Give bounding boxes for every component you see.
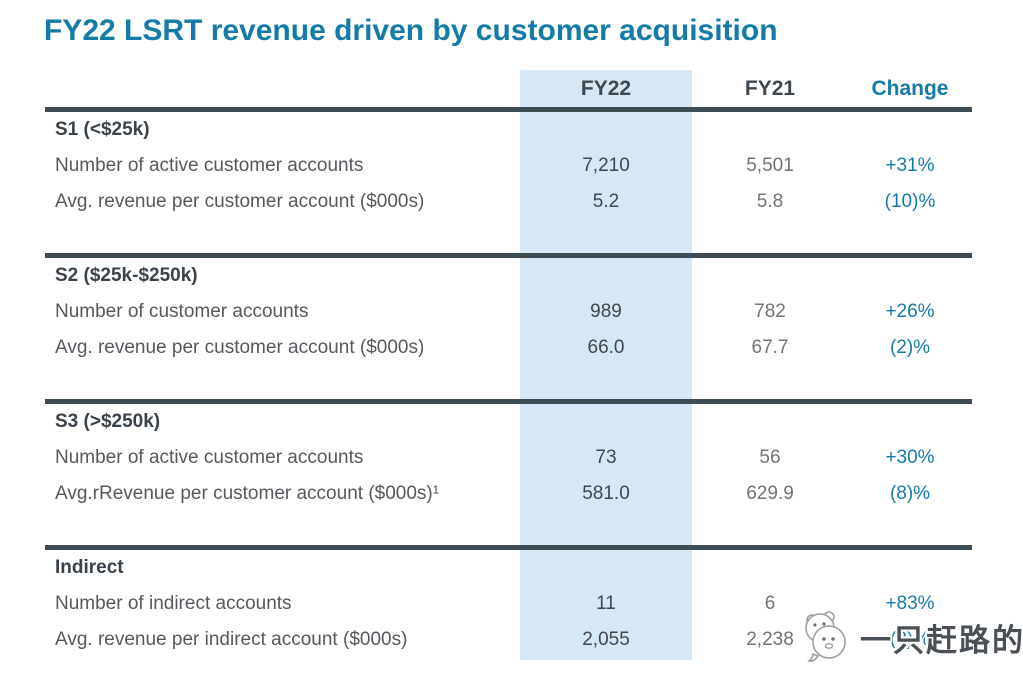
section-indirect: Indirect Number of indirect accounts 11 … <box>45 545 972 666</box>
page-title: FY22 LSRT revenue driven by customer acq… <box>44 14 778 47</box>
table-header-row: FY22 FY21 Change <box>45 70 972 107</box>
section-header-row: S3 (>$250k) <box>45 404 972 440</box>
section-title: Indirect <box>55 557 124 578</box>
row-label: Avg.rRevenue per customer account ($000s… <box>55 483 440 504</box>
change-value: (2)% <box>889 337 931 358</box>
bear-sticker-icon <box>796 606 856 669</box>
fy22-value: 989 <box>590 301 622 322</box>
section-s3: S3 (>$250k) Number of active customer ac… <box>45 399 972 545</box>
row-label: Number of active customer accounts <box>55 155 364 176</box>
table-row: Number of active customer accounts 73 56… <box>45 440 972 476</box>
row-label: Avg. revenue per customer account ($000s… <box>55 337 425 358</box>
row-label: Number of customer accounts <box>55 301 309 322</box>
change-value: +26% <box>885 301 935 322</box>
row-label: Avg. revenue per customer account ($000s… <box>55 191 425 212</box>
fy22-value: 581.0 <box>582 483 630 504</box>
fy22-value: 5.2 <box>592 191 620 212</box>
section-header-row: S2 ($25k-$250k) <box>45 258 972 294</box>
column-header-change: Change <box>871 76 949 100</box>
section-header-row: Indirect <box>45 550 972 586</box>
table-row: Avg.rRevenue per customer account ($000s… <box>45 476 972 512</box>
column-header-fy22: FY22 <box>580 76 632 100</box>
table-row: Number of customer accounts 989 782 +26% <box>45 294 972 330</box>
table-row: Avg. revenue per indirect account ($000s… <box>45 622 972 658</box>
section-title: S2 ($25k-$250k) <box>55 265 198 286</box>
row-label: Number of indirect accounts <box>55 593 292 614</box>
change-value: (8)% <box>889 483 931 504</box>
change-value: +31% <box>885 155 935 176</box>
watermark: 一只赶路的熊 <box>796 606 1023 669</box>
fy22-value: 2,055 <box>582 629 630 650</box>
fy21-value: 67.7 <box>751 337 789 358</box>
section-header-row: S1 (<$25k) <box>45 112 972 148</box>
column-header-fy21: FY21 <box>744 76 796 100</box>
table-row: Avg. revenue per customer account ($000s… <box>45 184 972 220</box>
section-s2: S2 ($25k-$250k) Number of customer accou… <box>45 253 972 399</box>
change-value: +83% <box>885 593 935 614</box>
row-label: Number of active customer accounts <box>55 447 364 468</box>
fy22-value: 7,210 <box>582 155 630 176</box>
fy21-value: 5,501 <box>746 155 794 176</box>
fy22-value: 66.0 <box>587 337 625 358</box>
fy21-value: 2,238 <box>746 629 794 650</box>
change-value: (8)% <box>889 629 931 650</box>
watermark-text: 一只赶路的熊 <box>860 623 1023 658</box>
fy22-highlight-column <box>520 70 692 660</box>
section-title: S3 (>$250k) <box>55 411 161 432</box>
table-row: Number of indirect accounts 11 6 +83% <box>45 586 972 622</box>
revenue-table: FY22 FY21 Change S1 (<$25k) Number of ac… <box>45 70 972 666</box>
change-value: +30% <box>885 447 935 468</box>
change-value: (10)% <box>884 191 936 212</box>
fy22-value: 73 <box>595 447 617 468</box>
table-row: Avg. revenue per customer account ($000s… <box>45 330 972 366</box>
fy21-value: 56 <box>759 447 781 468</box>
fy21-value: 5.8 <box>756 191 784 212</box>
fy21-value: 6 <box>764 593 776 614</box>
fy21-value: 782 <box>754 301 786 322</box>
fy21-value: 629.9 <box>746 483 794 504</box>
section-s1: S1 (<$25k) Number of active customer acc… <box>45 107 972 253</box>
row-label: Avg. revenue per indirect account ($000s… <box>55 629 408 650</box>
section-title: S1 (<$25k) <box>55 119 150 140</box>
fy22-value: 11 <box>596 593 616 614</box>
table-row: Number of active customer accounts 7,210… <box>45 148 972 184</box>
